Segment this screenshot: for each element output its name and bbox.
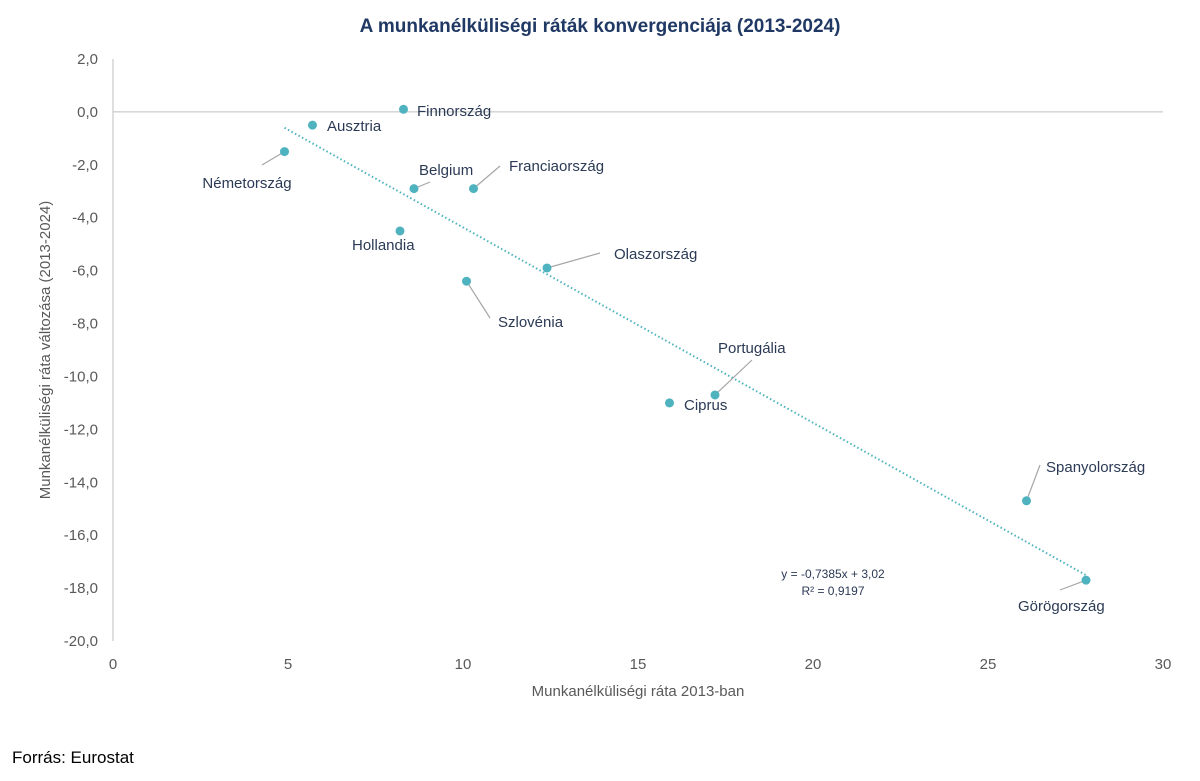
- y-tick-label: 2,0: [77, 51, 98, 68]
- y-tick-label: -2,0: [72, 157, 98, 174]
- y-tick-label: -6,0: [72, 263, 98, 280]
- x-axis-label: Munkanélküliségi ráta 2013-ban: [532, 683, 745, 700]
- data-label: Belgium: [419, 162, 473, 179]
- trendline-equation: y = -0,7385x + 3,02: [781, 567, 885, 581]
- data-point: [469, 184, 478, 194]
- leader-line: [473, 165, 501, 190]
- data-point: [542, 263, 552, 273]
- y-tick-label: -4,0: [72, 210, 98, 227]
- data-label: Olaszország: [614, 246, 697, 263]
- data-point: [395, 226, 405, 236]
- source-note: Forrás: Eurostat: [12, 748, 134, 767]
- data-label: Szlovénia: [498, 314, 564, 331]
- leader-line: [546, 252, 601, 269]
- data-point: [1022, 496, 1031, 506]
- data-label: Finnország: [417, 103, 491, 120]
- data-point: [399, 104, 408, 114]
- leader-line: [1059, 579, 1087, 591]
- x-tick-label: 5: [284, 656, 292, 673]
- y-tick-label: -14,0: [64, 474, 98, 491]
- data-point: [308, 120, 317, 130]
- y-tick-label: -10,0: [64, 368, 98, 385]
- x-tick-label: 10: [455, 656, 472, 673]
- data-label: Ausztria: [327, 118, 382, 135]
- trendline-r2: R² = 0,9197: [801, 584, 864, 598]
- y-tick-label: -18,0: [64, 580, 98, 597]
- x-tick-label: 0: [109, 656, 117, 673]
- data-label: Hollandia: [352, 237, 415, 254]
- y-tick-label: -16,0: [64, 527, 98, 544]
- y-tick-label: -20,0: [64, 633, 98, 650]
- data-point: [462, 276, 471, 286]
- data-point: [1081, 575, 1091, 585]
- data-point: [665, 398, 674, 408]
- data-label: Görögország: [1018, 598, 1105, 615]
- leader-line: [714, 359, 753, 396]
- data-point: [280, 147, 289, 157]
- chart-title: A munkanélküliségi ráták konvergenciája …: [360, 16, 841, 37]
- y-axis-label: Munkanélküliségi ráta változása (2013-20…: [37, 201, 54, 500]
- data-label: Németország: [202, 175, 291, 192]
- data-label: Portugália: [718, 340, 786, 357]
- data-point: [409, 184, 419, 194]
- data-point: [710, 390, 720, 400]
- data-label: Spanyolország: [1046, 459, 1145, 476]
- data-label: Ciprus: [684, 397, 727, 414]
- y-tick-label: -12,0: [64, 421, 98, 438]
- y-tick-label: 0,0: [77, 104, 98, 121]
- leader-line: [1025, 464, 1041, 502]
- leader-line: [465, 280, 491, 319]
- trendline: [284, 126, 1087, 577]
- x-tick-label: 15: [630, 656, 647, 673]
- data-label: Franciaország: [509, 158, 604, 175]
- x-tick-label: 20: [805, 656, 822, 673]
- y-tick-label: -8,0: [72, 316, 98, 333]
- x-tick-label: 30: [1155, 656, 1172, 673]
- x-tick-label: 25: [980, 656, 997, 673]
